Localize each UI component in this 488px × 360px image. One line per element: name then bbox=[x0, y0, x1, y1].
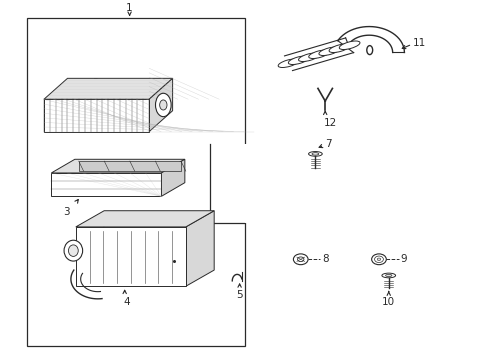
Ellipse shape bbox=[366, 46, 372, 55]
Text: 5: 5 bbox=[236, 290, 243, 300]
Text: 1: 1 bbox=[126, 3, 133, 13]
Polygon shape bbox=[44, 99, 149, 132]
Ellipse shape bbox=[371, 254, 386, 265]
Text: 6: 6 bbox=[102, 225, 108, 235]
Ellipse shape bbox=[374, 256, 383, 262]
Text: 2: 2 bbox=[92, 78, 99, 89]
Bar bbox=[27, 18, 244, 346]
Ellipse shape bbox=[293, 254, 307, 265]
Polygon shape bbox=[76, 227, 185, 286]
Polygon shape bbox=[44, 78, 172, 99]
Polygon shape bbox=[161, 159, 184, 196]
Polygon shape bbox=[76, 211, 214, 227]
Bar bbox=[210, 144, 249, 223]
Ellipse shape bbox=[318, 47, 339, 55]
Ellipse shape bbox=[385, 274, 391, 276]
Bar bbox=[79, 161, 181, 171]
Ellipse shape bbox=[64, 240, 82, 261]
Text: 10: 10 bbox=[382, 297, 394, 307]
Ellipse shape bbox=[339, 41, 359, 50]
Ellipse shape bbox=[311, 153, 318, 155]
Polygon shape bbox=[51, 159, 184, 173]
Ellipse shape bbox=[308, 50, 329, 59]
Text: 9: 9 bbox=[399, 254, 406, 264]
Text: 7: 7 bbox=[325, 139, 331, 149]
Ellipse shape bbox=[288, 56, 308, 64]
Ellipse shape bbox=[278, 59, 298, 67]
Text: 4: 4 bbox=[123, 297, 130, 307]
Text: 11: 11 bbox=[412, 38, 426, 48]
Ellipse shape bbox=[298, 53, 319, 62]
Ellipse shape bbox=[297, 257, 303, 262]
Ellipse shape bbox=[155, 93, 171, 117]
Text: 3: 3 bbox=[62, 207, 69, 217]
Polygon shape bbox=[185, 211, 214, 286]
Text: 8: 8 bbox=[321, 254, 328, 264]
Polygon shape bbox=[149, 78, 172, 132]
Ellipse shape bbox=[381, 273, 395, 278]
Ellipse shape bbox=[159, 100, 166, 110]
Text: 12: 12 bbox=[323, 118, 336, 128]
Polygon shape bbox=[51, 173, 161, 196]
Ellipse shape bbox=[308, 152, 322, 156]
Ellipse shape bbox=[328, 44, 349, 53]
Ellipse shape bbox=[68, 245, 78, 256]
Ellipse shape bbox=[377, 258, 380, 261]
